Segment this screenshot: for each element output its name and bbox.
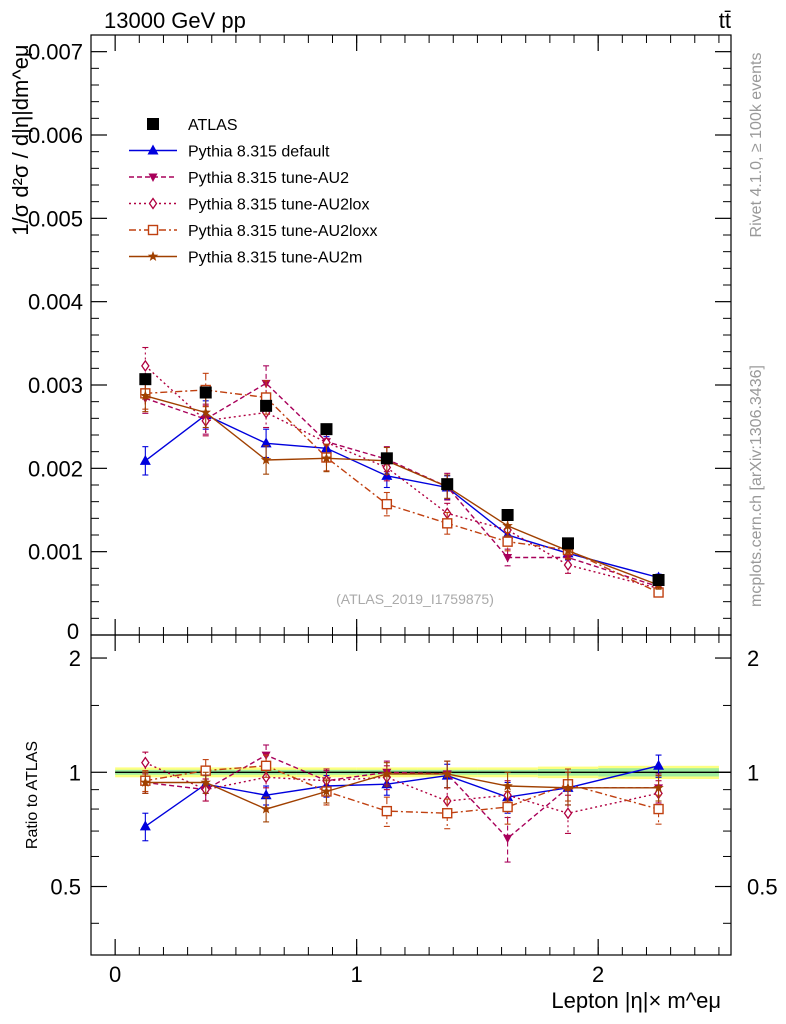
ratio-marks: [139, 744, 665, 863]
series-line-pythia-8-315-tune-au2lox: [144, 365, 659, 589]
point-atlas: [199, 386, 212, 399]
legend-label-pythia-8-315-default: Pythia 8.315 default: [188, 144, 330, 161]
point-pythia-8-315-default: [139, 454, 151, 465]
series-line-ratio-pythia-8-315-tune-au2m: [145, 773, 659, 810]
process-label: tt̄: [719, 8, 731, 33]
ratio-y-tick-label-right: 2: [747, 646, 759, 671]
ratio-y-tick-label: 2: [69, 646, 81, 671]
point-pythia-8-315-tune-au2m: [200, 407, 211, 417]
y-tick-label-zero: 0: [67, 619, 79, 644]
y-tick-label: 0.003: [28, 373, 83, 398]
point-pythia-8-315-tune-au2loxx: [442, 518, 453, 529]
point-ratio-pythia-8-315-tune-au2loxx: [653, 803, 664, 815]
point-atlas: [441, 478, 454, 491]
legend-marker-pythia-8-315-tune-au2m: [147, 251, 159, 261]
legend-label-pythia-8-315-tune-au2m: Pythia 8.315 tune-AU2m: [188, 250, 362, 267]
point-ratio-pythia-8-315-tune-au2lox: [563, 807, 573, 820]
ratio-y-tick-label: 0.5: [50, 875, 81, 900]
point-pythia-8-315-default: [260, 437, 272, 448]
point-pythia-8-315-tune-au2loxx: [502, 536, 513, 547]
main-panel: ATLAS Pythia 8.315 default Pythia 8.315 tu…: [8, 34, 732, 644]
point-atlas: [501, 509, 514, 521]
legend-label-pythia-8-315-tune-au2: Pythia 8.315 tune-AU2: [188, 170, 349, 187]
legend-marker-pythia-8-315-tune-au2: [148, 173, 158, 182]
y-tick-label: 0.002: [28, 456, 83, 481]
main-y-axis-label: 1/σ d²σ / d|η|dm^eμ: [8, 44, 33, 235]
y-tick-label: 0.004: [28, 290, 83, 315]
x-tick-label: 1: [351, 962, 363, 987]
point-pythia-8-315-tune-au2m: [321, 452, 332, 463]
point-ratio-pythia-8-315-tune-au2loxx: [502, 801, 513, 813]
point-ratio-pythia-8-315-tune-au2m: [502, 780, 513, 791]
point-ratio-pythia-8-315-tune-au2m: [200, 776, 211, 787]
y-tick-label: 0.005: [28, 206, 83, 231]
main-y-axis: 0.001 0.002 0.003 0.004 0.005 0.006 0.007 0: [28, 34, 731, 644]
point-ratio-pythia-8-315-tune-au2loxx: [381, 805, 393, 817]
point-ratio-pythia-8-315-tune-au2loxx: [260, 760, 272, 772]
x-axis-label: Lepton |η|× m^eμ: [551, 988, 721, 1013]
main-marks: [139, 346, 665, 598]
legend-marker-atlas: [147, 118, 159, 130]
point-atlas: [260, 399, 273, 412]
point-ratio-pythia-8-315-tune-au2m: [562, 782, 574, 793]
mcplots-label: mcplots.cern.ch [arXiv:1306.3436]: [748, 365, 765, 607]
ratio-frame: [90, 634, 732, 956]
legend: ATLAS Pythia 8.315 default Pythia 8.315 tu…: [129, 117, 377, 267]
point-pythia-8-315-tune-au2m: [562, 545, 574, 556]
ratio-axes: 0.5 0.5 1 1 2 2 0 1 2: [50, 635, 778, 987]
ratio-y-tick-label-right: 0.5: [747, 875, 778, 900]
point-ratio-pythia-8-315-tune-au2m: [321, 785, 332, 796]
point-atlas: [320, 423, 333, 436]
point-pythia-8-315-tune-au2m: [502, 520, 513, 531]
point-ratio-pythia-8-315-tune-au2m: [653, 782, 664, 793]
point-ratio-pythia-8-315-default: [139, 820, 151, 831]
main-frame: [90, 34, 732, 636]
point-ratio-pythia-8-315-tune-au2m: [381, 768, 393, 779]
point-atlas: [561, 537, 574, 550]
point-ratio-pythia-8-315-tune-au2m: [140, 776, 151, 787]
series-line-pythia-8-315-tune-au2m: [145, 395, 659, 586]
point-pythia-8-315-tune-au2loxx: [381, 498, 393, 510]
ratio-y-axis-label: Ratio to ATLAS: [24, 741, 41, 849]
ratio-y-tick-label-right: 1: [747, 760, 759, 785]
x-tick-label: 0: [109, 962, 121, 987]
point-ratio-pythia-8-315-default: [653, 759, 665, 770]
point-pythia-8-315-tune-au2m: [140, 390, 151, 401]
rivet-label: Rivet 4.1.0, ≥ 100k events: [748, 53, 765, 238]
point-ratio-pythia-8-315-tune-au2m: [260, 803, 272, 814]
point-atlas: [380, 452, 393, 465]
legend-label-pythia-8-315-tune-au2lox: Pythia 8.315 tune-AU2lox: [188, 197, 369, 214]
point-ratio-pythia-8-315-tune-au2m: [442, 768, 453, 779]
ratio-panel: 0.5 0.5 1 1 2 2 0 1 2 Ratio to ATLAS Lepton |η|×…: [24, 634, 778, 1013]
point-atlas: [139, 373, 152, 386]
y-tick-label: 0.001: [28, 540, 83, 565]
y-tick-label: 0.006: [28, 123, 83, 148]
point-pythia-8-315-tune-au2: [503, 554, 513, 563]
point-ratio-pythia-8-315-tune-au2lox: [141, 756, 150, 769]
legend-marker-pythia-8-315-default: [147, 144, 159, 155]
point-pythia-8-315-tune-au2lox: [141, 359, 150, 372]
point-pythia-8-315-tune-au2lox: [563, 558, 573, 572]
point-atlas: [652, 574, 665, 586]
series-line-pythia-8-315-default: [144, 414, 659, 579]
series-line-ratio-pythia-8-315-tune-au2lox: [145, 762, 659, 814]
legend-label-pythia-8-315-tune-au2loxx: Pythia 8.315 tune-AU2loxx: [188, 223, 377, 240]
point-pythia-8-315-tune-au2m: [260, 454, 272, 465]
point-ratio-pythia-8-315-tune-au2loxx: [442, 808, 453, 819]
legend-label-atlas: ATLAS: [188, 117, 238, 134]
energy-label: 13000 GeV pp: [104, 8, 246, 33]
point-ratio-pythia-8-315-tune-au2: [503, 834, 513, 844]
series-line-pythia-8-315-tune-au2loxx: [145, 389, 659, 594]
legend-marker-pythia-8-315-tune-au2loxx: [147, 224, 159, 236]
x-tick-label: 2: [592, 962, 604, 987]
analysis-label: (ATLAS_2019_I1759875): [336, 591, 494, 607]
legend-marker-pythia-8-315-tune-au2lox: [148, 197, 158, 210]
ratio-y-tick-label: 1: [69, 760, 81, 785]
y-tick-label: 0.007: [28, 40, 83, 65]
